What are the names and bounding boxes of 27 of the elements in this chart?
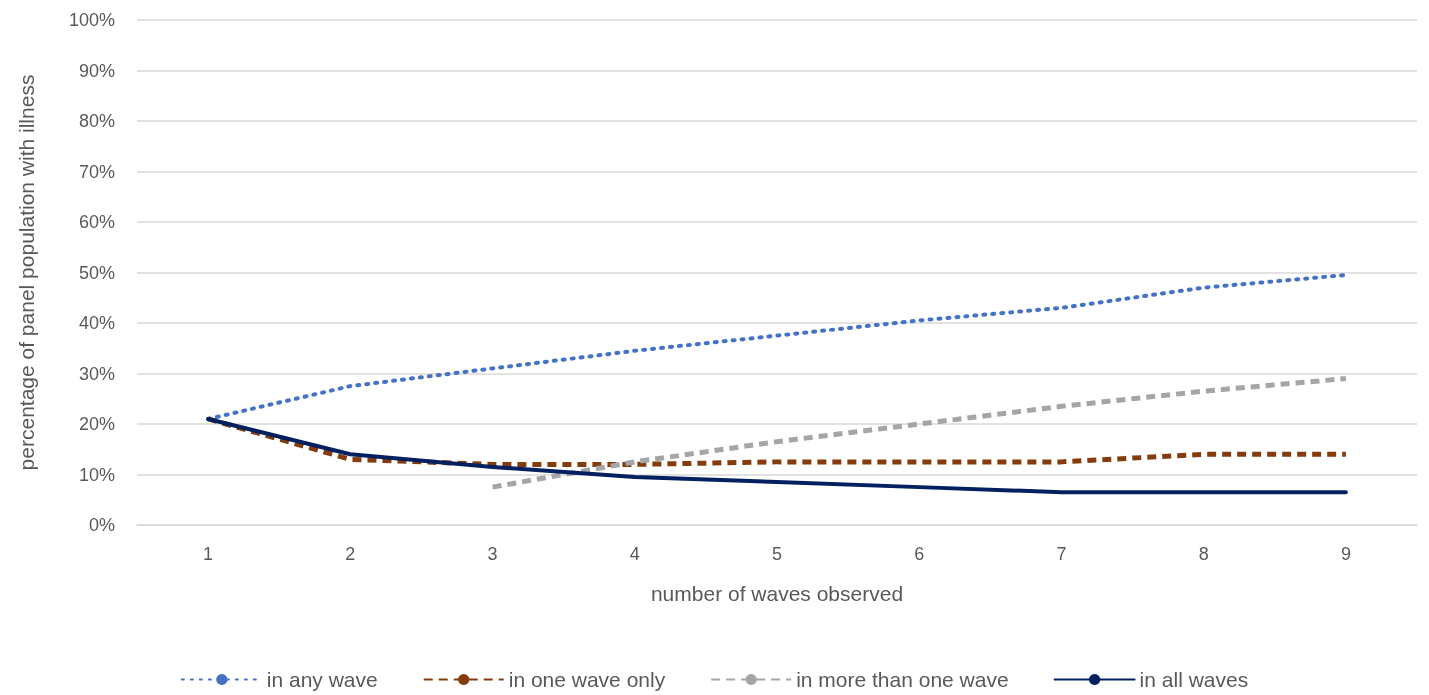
- legend-label: in one wave only: [508, 668, 666, 691]
- y-tick-label: 100%: [68, 10, 115, 30]
- legend-label: in any wave: [266, 668, 378, 691]
- x-tick-label: 1: [203, 544, 214, 564]
- y-tick-label: 30%: [78, 363, 115, 384]
- x-tick-label: 7: [1056, 544, 1067, 564]
- y-tick-label: 10%: [78, 464, 115, 485]
- x-tick-label: 6: [914, 544, 925, 564]
- y-axis-title: percentage of panel population with illness: [15, 74, 38, 471]
- legend-label: in all waves: [1139, 668, 1249, 691]
- y-tick-label: 20%: [78, 414, 115, 434]
- x-tick-label: 4: [629, 544, 640, 564]
- line-series: [206, 416, 1348, 495]
- x-tick-label: 3: [487, 544, 498, 564]
- y-tick-label: 90%: [78, 60, 115, 81]
- x-tick-label: 8: [1198, 544, 1209, 564]
- y-tick-label: 70%: [78, 161, 115, 182]
- x-tick-label: 9: [1340, 544, 1351, 564]
- y-tick-label: 40%: [78, 313, 115, 333]
- y-tick-label: 60%: [78, 212, 115, 232]
- x-tick-label: 2: [345, 544, 356, 564]
- x-axis-title: number of waves observed: [650, 582, 904, 605]
- y-tick-label: 50%: [78, 262, 115, 283]
- y-tick-label: 0%: [88, 515, 115, 535]
- x-tick-label: 5: [771, 544, 783, 564]
- y-tick-label: 80%: [78, 111, 115, 131]
- legend-label: in more than one wave: [796, 668, 1009, 691]
